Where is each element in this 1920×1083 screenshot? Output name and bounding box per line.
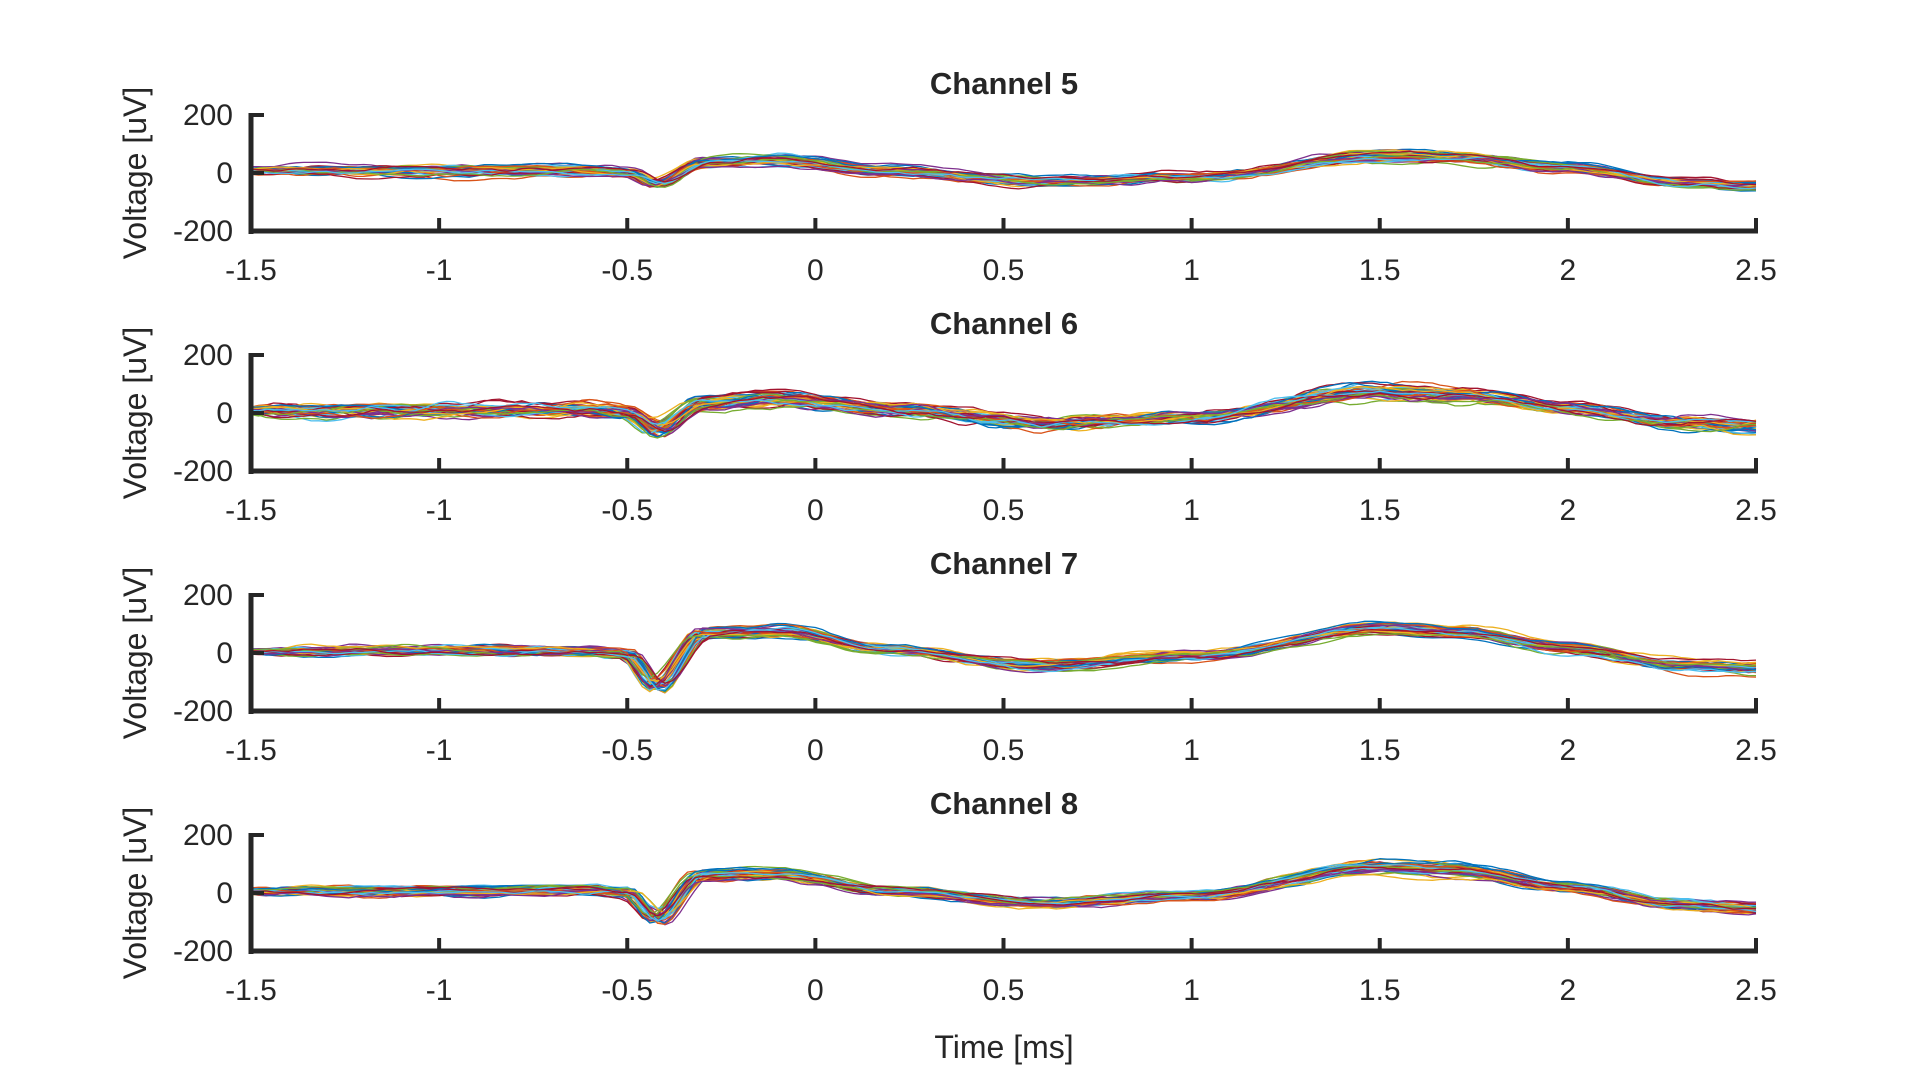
spike-trace (250, 869, 1757, 916)
y-tick-label: -200 (173, 695, 233, 728)
spike-trace (250, 866, 1757, 917)
x-tick-label: 2.5 (1735, 494, 1777, 527)
x-tick-label: 0 (807, 254, 824, 287)
spike-trace (250, 629, 1757, 687)
channel-panel: 200 0 -200 -1.5 -1 -0.5 0 0.5 1 1.5 2 2.5 Channel 7 V… (117, 546, 1777, 767)
y-tick-label: 200 (183, 339, 233, 372)
y-axis-label: Voltage [uV] (117, 567, 153, 740)
x-tick-label: -0.5 (601, 734, 653, 767)
x-tick-label: 1 (1183, 974, 1200, 1007)
x-tick-label: 2 (1560, 494, 1577, 527)
spike-trace (251, 629, 1757, 684)
x-tick-label: 1 (1183, 734, 1200, 767)
x-tick-label: -1.5 (225, 494, 277, 527)
spike-trace (250, 865, 1757, 917)
y-axis-label: Voltage [uV] (117, 327, 153, 500)
y-axis-label: Voltage [uV] (117, 87, 153, 260)
y-tick-label: -200 (173, 455, 233, 488)
x-tick-label: 2 (1560, 254, 1577, 287)
channel-panel: 200 0 -200 -1.5 -1 -0.5 0 0.5 1 1.5 2 2.5 Channel 5 V… (117, 66, 1777, 287)
y-tick-label: 0 (216, 877, 233, 910)
spike-trace (250, 390, 1757, 428)
y-tick-label: 200 (183, 819, 233, 852)
spike-trace (250, 389, 1757, 430)
trace-group (250, 148, 1757, 192)
x-tick-label: -1 (426, 734, 453, 767)
x-tick-label: 0.5 (983, 494, 1025, 527)
x-tick-label: 0.5 (983, 254, 1025, 287)
x-tick-label: -0.5 (601, 494, 653, 527)
x-tick-label: 0.5 (983, 974, 1025, 1007)
x-tick-label: -1 (426, 974, 453, 1007)
x-tick-label: 0.5 (983, 734, 1025, 767)
trace-group (250, 620, 1757, 694)
y-axis-label: Voltage [uV] (117, 807, 153, 980)
x-tick-label: -1 (426, 494, 453, 527)
x-axis-label: Time [ms] (934, 1029, 1073, 1065)
trace-group (250, 858, 1757, 926)
spike-trace (250, 152, 1757, 190)
spike-trace (250, 150, 1757, 186)
y-tick-label: 200 (183, 99, 233, 132)
x-tick-label: -1.5 (225, 254, 277, 287)
channel-panel: 200 0 -200 -1.5 -1 -0.5 0 0.5 1 1.5 2 2.5 Channel 8 V… (117, 786, 1777, 1007)
spike-trace (251, 628, 1757, 687)
spike-trace (250, 625, 1757, 685)
spike-trace (250, 626, 1757, 691)
y-tick-label: 0 (216, 637, 233, 670)
panel-title: Channel 7 (930, 546, 1078, 581)
x-tick-label: -1 (426, 254, 453, 287)
x-tick-label: -1.5 (225, 734, 277, 767)
x-tick-label: -0.5 (601, 254, 653, 287)
y-tick-label: -200 (173, 215, 233, 248)
y-tick-label: -200 (173, 935, 233, 968)
panel-title: Channel 5 (930, 66, 1078, 101)
spike-trace (250, 392, 1757, 433)
panel-title: Channel 8 (930, 786, 1078, 821)
x-tick-label: 1 (1183, 254, 1200, 287)
spike-trace (250, 154, 1757, 191)
x-tick-label: -0.5 (601, 974, 653, 1007)
x-tick-label: 0 (807, 494, 824, 527)
y-tick-label: 0 (216, 157, 233, 190)
y-tick-label: 200 (183, 579, 233, 612)
x-tick-label: 2 (1560, 974, 1577, 1007)
spike-trace (250, 623, 1757, 689)
x-tick-label: 1.5 (1359, 974, 1401, 1007)
spike-trace (250, 624, 1757, 692)
y-tick-label: 0 (216, 397, 233, 430)
spike-trace (250, 381, 1757, 438)
x-tick-label: -1.5 (225, 974, 277, 1007)
x-tick-label: 1.5 (1359, 254, 1401, 287)
x-tick-label: 2.5 (1735, 254, 1777, 287)
x-tick-label: 1.5 (1359, 734, 1401, 767)
trace-group (250, 380, 1757, 439)
x-tick-label: 0 (807, 974, 824, 1007)
x-tick-label: 2 (1560, 734, 1577, 767)
channel-panel: 200 0 -200 -1.5 -1 -0.5 0 0.5 1 1.5 2 2.5 Channel 6 V… (117, 306, 1777, 527)
panel-title: Channel 6 (930, 306, 1078, 341)
x-tick-label: 0 (807, 734, 824, 767)
x-tick-label: 1 (1183, 494, 1200, 527)
x-tick-label: 1.5 (1359, 494, 1401, 527)
x-tick-label: 2.5 (1735, 974, 1777, 1007)
x-tick-label: 2.5 (1735, 734, 1777, 767)
spike-trace (250, 622, 1757, 694)
